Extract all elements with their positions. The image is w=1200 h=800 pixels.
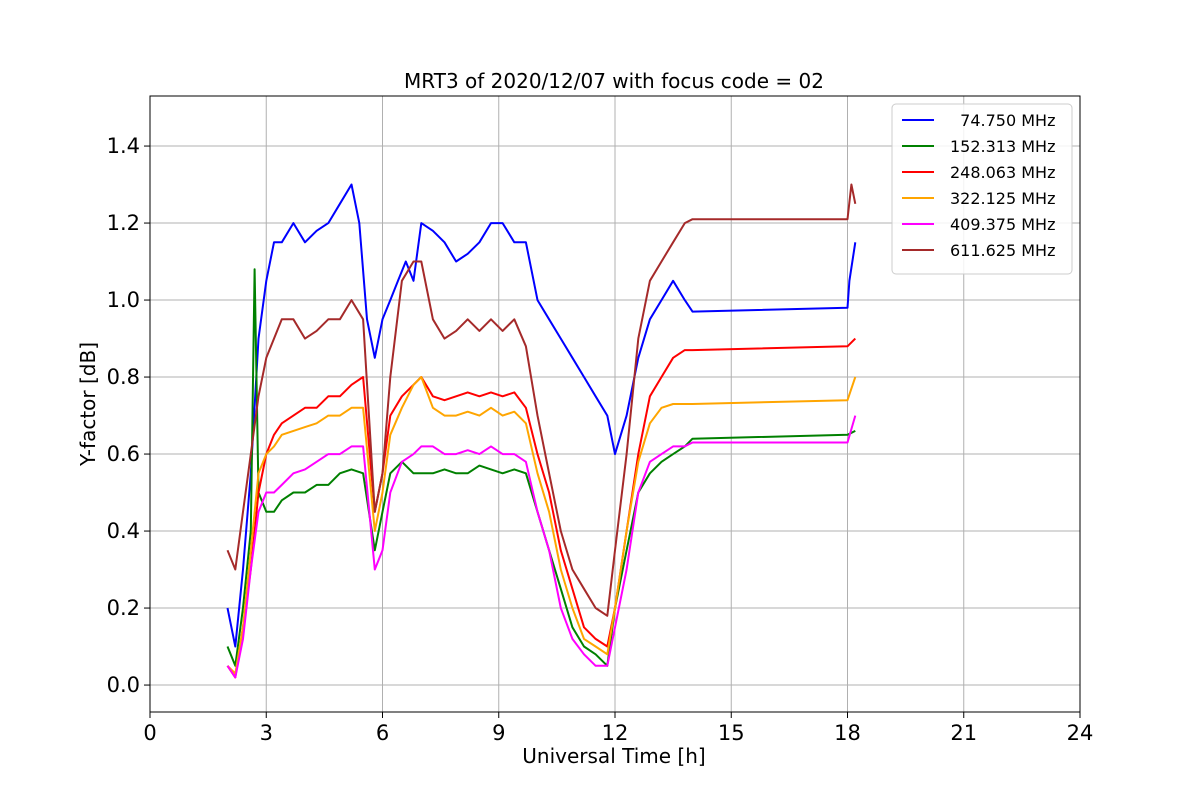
x-tick-label: 3 [260, 721, 273, 745]
legend: 74.750 MHz 152.313 MHz 248.063 MHz 322.125 … [891, 103, 1073, 275]
chart-title: MRT3 of 2020/12/07 with focus code = 02 [404, 69, 824, 93]
legend-label: 409.375 MHz [950, 215, 1055, 234]
series-line-1 [226, 183, 857, 648]
y-tick-label: 1.0 [107, 288, 140, 312]
x-tick-label: 9 [492, 721, 505, 745]
legend-label: 74.750 MHz [950, 111, 1055, 130]
y-tick-label: 1.4 [107, 134, 140, 158]
x-tick-label: 15 [718, 721, 745, 745]
x-tick-label: 12 [602, 721, 629, 745]
x-tick-label: 24 [1067, 721, 1094, 745]
y-axis-label: Y-factor [dB] [76, 342, 100, 467]
y-tick-label: 1.2 [107, 211, 140, 235]
y-tick-label: 0.8 [107, 365, 140, 389]
y-tick-label: 0.0 [107, 673, 140, 697]
x-tick-label: 6 [376, 721, 389, 745]
series-line-3 [226, 337, 857, 679]
series-line-2 [226, 268, 856, 667]
y-axis: 0.0 0.2 0.4 0.6 0.8 1.0 1.2 1.4 [107, 134, 150, 697]
legend-box [891, 103, 1073, 275]
legend-label: 322.125 MHz [950, 189, 1055, 208]
y-tick-label: 0.6 [107, 442, 140, 466]
x-tick-label: 0 [143, 721, 156, 745]
x-axis: 0 3 6 9 12 15 18 21 24 [143, 712, 1093, 745]
x-tick-label: 18 [834, 721, 861, 745]
series-line-5 [226, 415, 857, 679]
y-tick-label: 0.2 [107, 596, 140, 620]
x-axis-label: Universal Time [h] [522, 744, 705, 768]
series-layer [226, 183, 857, 679]
series-line-6 [226, 183, 857, 617]
x-tick-label: 21 [950, 721, 977, 745]
legend-label: 152.313 MHz [950, 137, 1055, 156]
legend-label: 248.063 MHz [950, 163, 1055, 182]
y-tick-label: 0.4 [107, 519, 140, 543]
series-line-4 [226, 376, 857, 675]
legend-label: 611.625 MHz [950, 241, 1055, 260]
